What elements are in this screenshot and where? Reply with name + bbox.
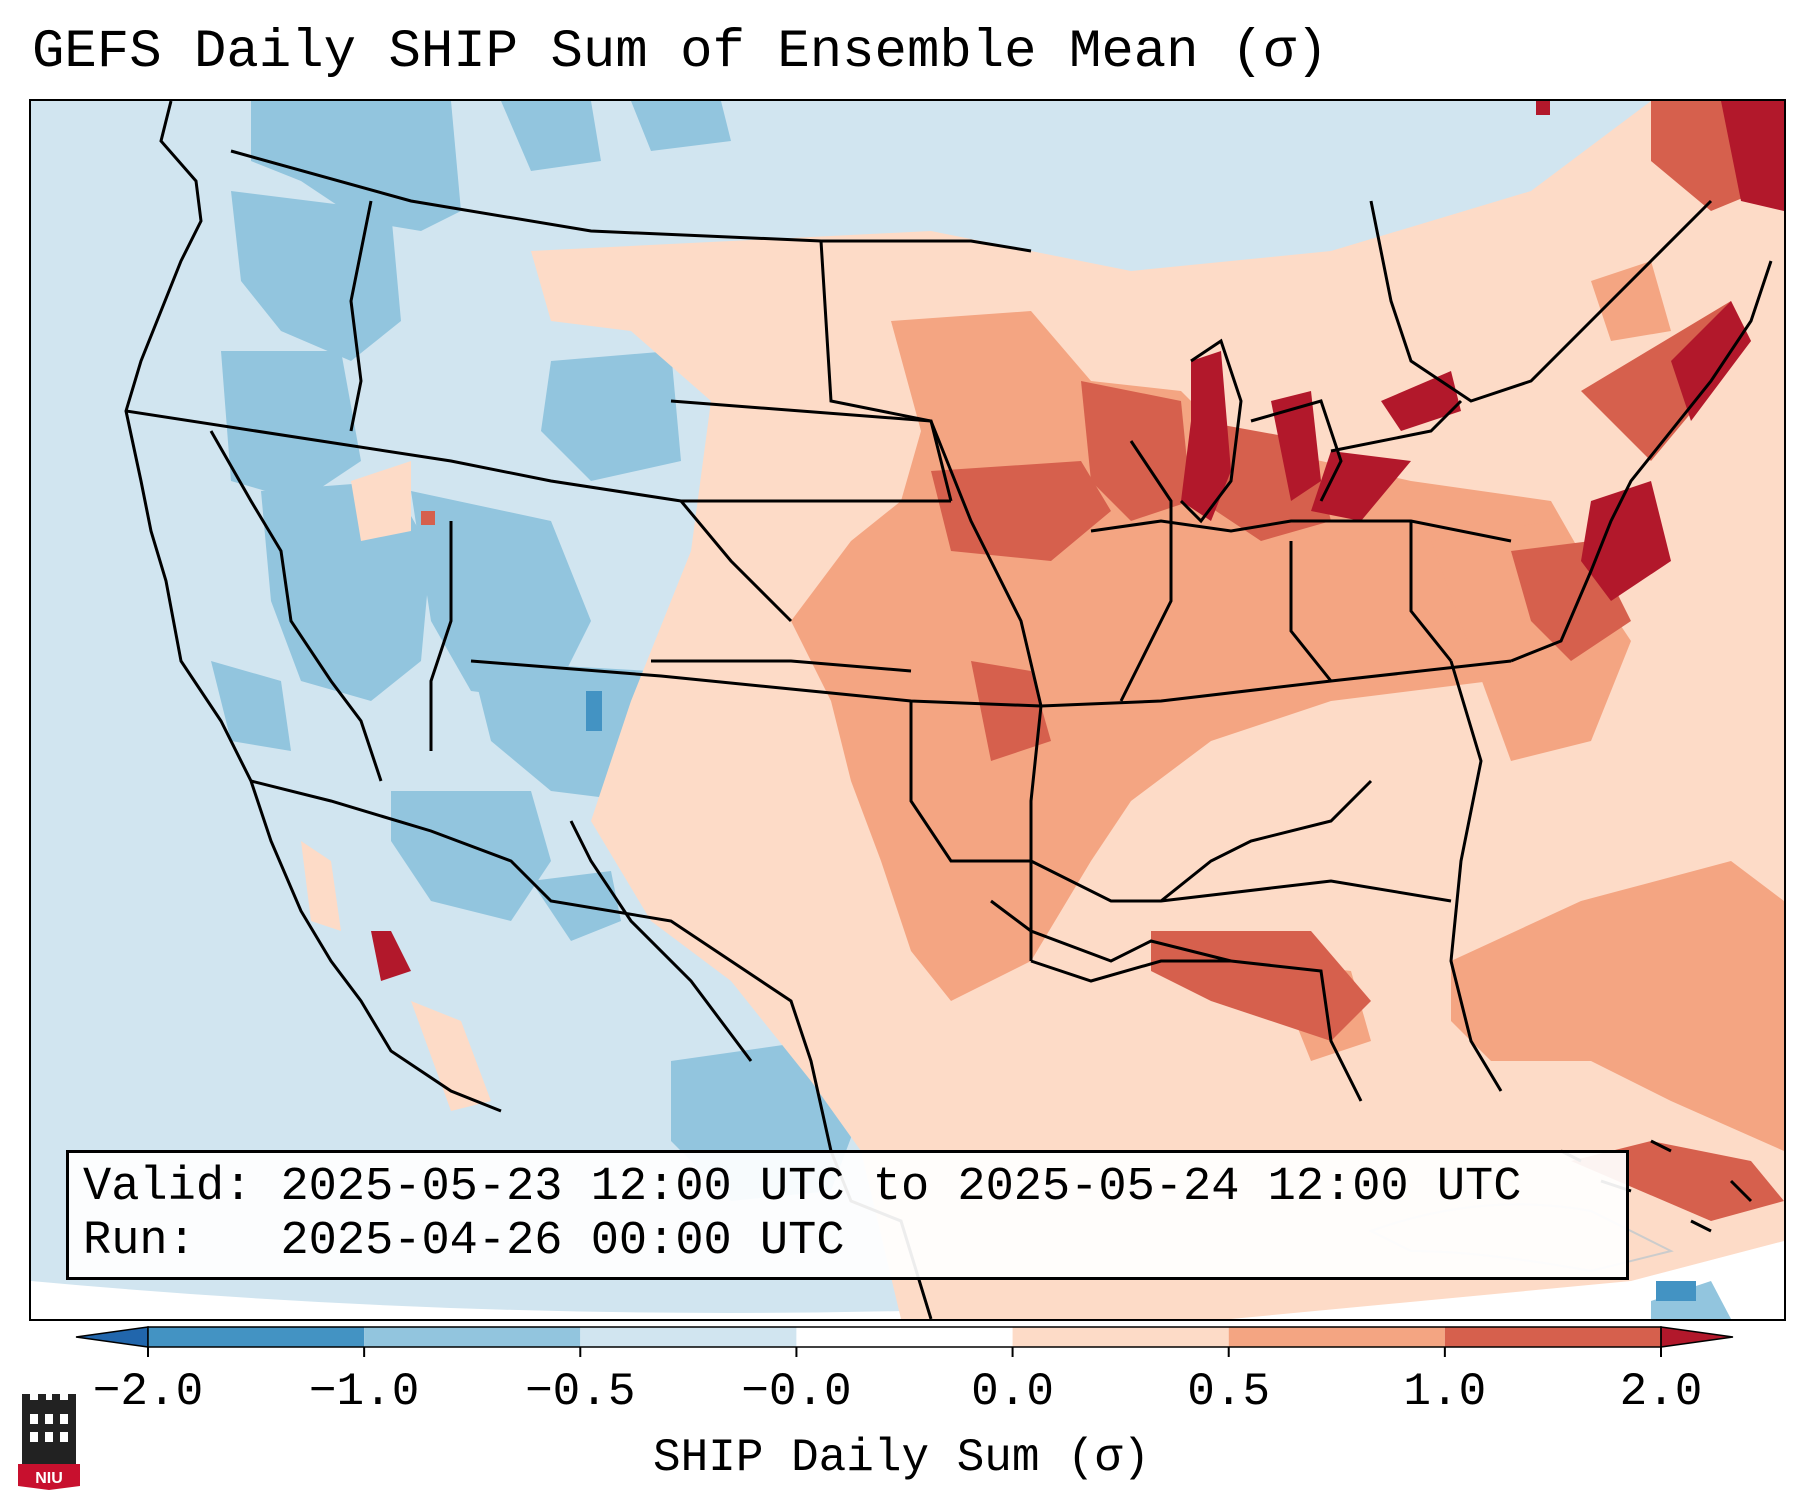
colorbar-tick-label: −2.0 <box>92 1366 204 1418</box>
colorbar-extend-low <box>75 1326 149 1348</box>
run-value: 2025-04-26 00:00 UTC <box>280 1215 845 1268</box>
political-boundaries <box>124 101 1773 1319</box>
colorbar <box>75 1326 1734 1357</box>
colorbar-bin <box>580 1327 797 1347</box>
colorbar-tick-label: 2.0 <box>1619 1366 1703 1418</box>
colorbar-tick-label: 0.0 <box>971 1366 1054 1418</box>
colorbar-tick-label: −1.0 <box>308 1366 420 1418</box>
colorbar-tick-label: 0.5 <box>1187 1366 1271 1418</box>
colorbar-extend-high <box>1660 1326 1734 1348</box>
logo-text: NIU <box>35 1470 63 1487</box>
colorbar-tick-label: −0.0 <box>741 1366 852 1418</box>
colorbar-bin <box>364 1327 581 1347</box>
colorbar-bin <box>796 1327 1013 1347</box>
map-title: GEFS Daily SHIP Sum of Ensemble Mean (σ) <box>32 22 1329 83</box>
run-label: Run: <box>83 1215 196 1268</box>
valid-line: Valid: 2025-05-23 12:00 UTC to 2025-05-2… <box>83 1161 1521 1214</box>
colorbar-tick-label: 1.0 <box>1403 1366 1487 1418</box>
colorbar-label: SHIP Daily Sum (σ) <box>653 1432 1150 1484</box>
valid-value: 2025-05-23 12:00 UTC to 2025-05-24 12:00… <box>280 1161 1522 1214</box>
extreme-positive-regions <box>371 101 1784 981</box>
map-panel <box>29 99 1786 1321</box>
valid-run-infobox: Valid: 2025-05-23 12:00 UTC to 2025-05-2… <box>66 1150 1629 1280</box>
colorbar-bin <box>1228 1327 1445 1347</box>
niu-castle-logo-icon: NIU <box>18 1394 80 1490</box>
colorbar-outline <box>147 1326 1662 1348</box>
colorbar-bin <box>1444 1327 1661 1347</box>
colorbar-bin <box>1012 1327 1229 1347</box>
valid-label: Valid: <box>83 1161 253 1214</box>
colorbar-tick-label: −0.5 <box>525 1366 636 1418</box>
run-line: Run: 2025-04-26 00:00 UTC <box>83 1215 845 1268</box>
colorbar-bin <box>148 1327 365 1347</box>
ship-anomaly-map <box>31 101 1784 1319</box>
